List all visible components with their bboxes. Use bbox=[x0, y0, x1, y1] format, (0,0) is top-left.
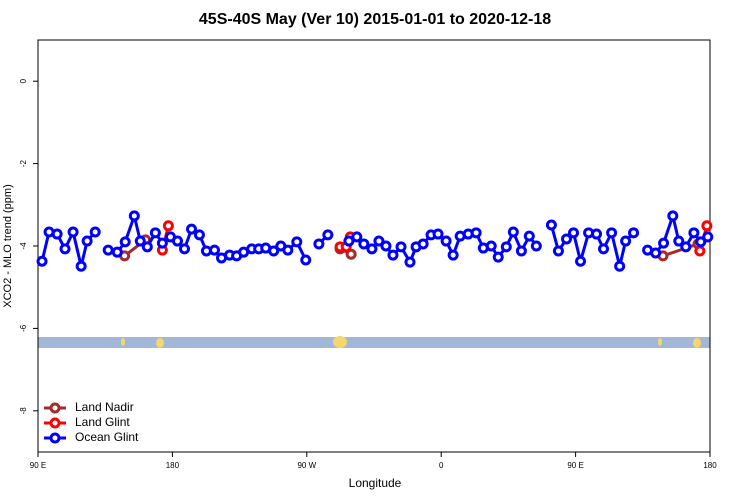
point bbox=[523, 230, 535, 242]
point bbox=[470, 227, 482, 239]
point bbox=[507, 226, 519, 238]
point bbox=[658, 237, 670, 249]
point bbox=[67, 226, 79, 238]
y-tick-label: -6 bbox=[19, 324, 28, 332]
legend-marker bbox=[49, 417, 61, 429]
land-patch bbox=[121, 338, 125, 346]
point bbox=[111, 246, 123, 258]
point bbox=[351, 231, 363, 243]
point bbox=[591, 228, 603, 240]
x-tick-label: 90 E bbox=[567, 461, 583, 470]
point bbox=[560, 233, 572, 245]
point bbox=[568, 227, 580, 239]
legend-label: Ocean Glint bbox=[75, 430, 139, 444]
point bbox=[322, 229, 334, 241]
point bbox=[59, 243, 71, 255]
point bbox=[268, 245, 280, 257]
point bbox=[186, 223, 198, 235]
legend-marker bbox=[49, 432, 61, 444]
x-tick-label: 90 W bbox=[297, 461, 316, 470]
y-axis-label: XCO2 - MLO trend (ppm) bbox=[2, 184, 14, 307]
point bbox=[695, 236, 707, 248]
point bbox=[366, 243, 378, 255]
point bbox=[598, 243, 610, 255]
point bbox=[701, 220, 713, 232]
point bbox=[440, 235, 452, 247]
legend-label: Land Nadir bbox=[75, 400, 134, 414]
land-patch bbox=[156, 338, 164, 348]
x-tick-label: 90 E bbox=[30, 461, 46, 470]
point bbox=[667, 210, 679, 222]
point bbox=[51, 228, 63, 240]
point bbox=[694, 245, 706, 257]
point bbox=[417, 238, 429, 250]
point bbox=[614, 260, 626, 272]
land-patch bbox=[658, 338, 662, 346]
point bbox=[343, 235, 355, 247]
point bbox=[128, 210, 140, 222]
point bbox=[447, 249, 459, 261]
y-tick-label: -4 bbox=[19, 242, 28, 250]
point bbox=[545, 219, 557, 231]
point bbox=[373, 235, 385, 247]
point bbox=[395, 241, 407, 253]
point bbox=[606, 227, 618, 239]
point bbox=[36, 255, 48, 267]
x-tick-label: 180 bbox=[703, 461, 717, 470]
point bbox=[345, 248, 357, 260]
y-tick-label: -8 bbox=[19, 407, 28, 415]
point bbox=[141, 241, 153, 253]
point bbox=[530, 240, 542, 252]
legend-label: Land Glint bbox=[75, 415, 130, 429]
point bbox=[149, 227, 161, 239]
point bbox=[209, 244, 221, 256]
x-axis-label: Longitude bbox=[349, 476, 402, 490]
point bbox=[171, 235, 183, 247]
legend-marker bbox=[49, 402, 61, 414]
y-tick-label: 0 bbox=[19, 78, 28, 83]
ocean-band bbox=[38, 337, 710, 348]
point bbox=[650, 247, 662, 259]
x-tick-label: 0 bbox=[439, 461, 444, 470]
point bbox=[575, 255, 587, 267]
point bbox=[380, 240, 392, 252]
point bbox=[162, 220, 174, 232]
point bbox=[500, 241, 512, 253]
x-tick-label: 180 bbox=[166, 461, 180, 470]
y-tick-label: -2 bbox=[19, 159, 28, 167]
point bbox=[387, 249, 399, 261]
point bbox=[702, 231, 714, 243]
point bbox=[300, 254, 312, 266]
point bbox=[119, 236, 131, 248]
point bbox=[485, 240, 497, 252]
point bbox=[432, 228, 444, 240]
point bbox=[282, 244, 294, 256]
land-mask-band bbox=[38, 336, 710, 348]
point bbox=[178, 243, 190, 255]
point bbox=[193, 229, 205, 241]
point bbox=[688, 227, 700, 239]
point bbox=[628, 227, 640, 239]
point bbox=[75, 260, 87, 272]
chart-title: 45S-40S May (Ver 10) 2015-01-01 to 2020-… bbox=[199, 11, 551, 28]
land-patch bbox=[693, 338, 701, 348]
point bbox=[680, 241, 692, 253]
point bbox=[102, 244, 114, 256]
point bbox=[291, 236, 303, 248]
point bbox=[134, 235, 146, 247]
land-patch bbox=[333, 336, 347, 348]
point bbox=[81, 235, 93, 247]
point bbox=[358, 238, 370, 250]
point bbox=[492, 251, 504, 263]
point bbox=[404, 256, 416, 268]
point bbox=[515, 245, 527, 257]
point bbox=[89, 226, 101, 238]
point bbox=[313, 238, 325, 250]
point bbox=[552, 245, 564, 257]
point bbox=[620, 235, 632, 247]
point bbox=[156, 237, 168, 249]
point bbox=[673, 235, 685, 247]
